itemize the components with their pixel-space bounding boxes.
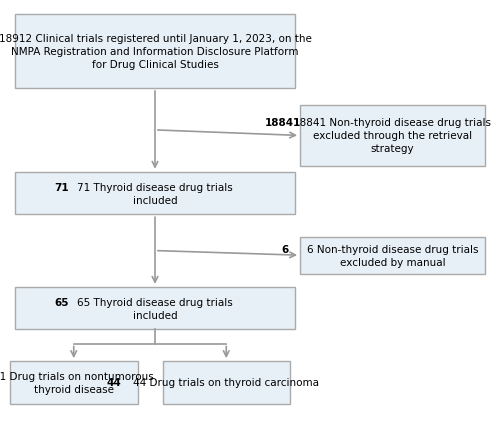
Text: 44: 44 (106, 377, 121, 388)
Text: 18841 Non-thyroid disease drug trials: 18841 Non-thyroid disease drug trials (294, 118, 492, 128)
Text: excluded through the retrieval: excluded through the retrieval (313, 131, 472, 141)
Text: included: included (132, 310, 178, 320)
Text: 71: 71 (54, 182, 69, 192)
Text: thyroid disease: thyroid disease (34, 384, 114, 394)
Text: 44 Drug trials on thyroid carcinoma: 44 Drug trials on thyroid carcinoma (133, 377, 320, 388)
Text: 18912 Clinical trials registered until January 1, 2023, on the: 18912 Clinical trials registered until J… (0, 34, 312, 44)
Text: 65: 65 (54, 297, 69, 307)
FancyBboxPatch shape (300, 106, 485, 167)
Text: excluded by manual: excluded by manual (340, 257, 446, 267)
Text: strategy: strategy (370, 144, 414, 154)
Text: 6: 6 (282, 244, 289, 254)
Text: NMPA Registration and Information Disclosure Platform: NMPA Registration and Information Disclo… (12, 47, 299, 57)
FancyBboxPatch shape (300, 237, 485, 274)
Text: 65 Thyroid disease drug trials: 65 Thyroid disease drug trials (77, 297, 233, 307)
Text: 18841: 18841 (265, 118, 301, 128)
FancyBboxPatch shape (10, 361, 138, 404)
Text: included: included (132, 195, 178, 205)
Text: 21 Drug trials on nontumorous: 21 Drug trials on nontumorous (0, 371, 154, 381)
Text: 71 Thyroid disease drug trials: 71 Thyroid disease drug trials (77, 182, 233, 192)
FancyBboxPatch shape (15, 15, 295, 89)
Text: for Drug Clinical Studies: for Drug Clinical Studies (92, 60, 218, 70)
Text: 6 Non-thyroid disease drug trials: 6 Non-thyroid disease drug trials (306, 244, 478, 254)
FancyBboxPatch shape (15, 172, 295, 215)
FancyBboxPatch shape (15, 287, 295, 330)
FancyBboxPatch shape (162, 361, 290, 404)
